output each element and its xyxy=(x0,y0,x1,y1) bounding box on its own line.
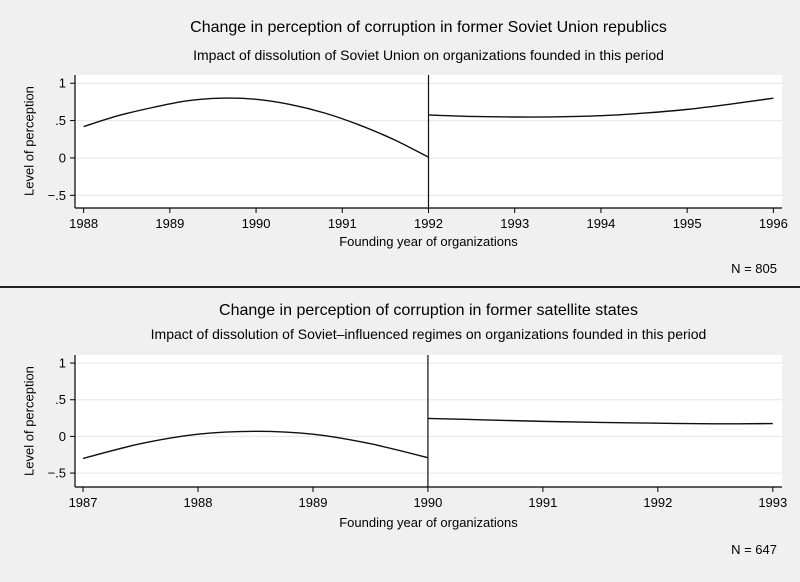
svg-text:1993: 1993 xyxy=(500,216,529,231)
svg-text:1: 1 xyxy=(59,76,66,91)
panel-title: Change in perception of corruption in fo… xyxy=(190,19,667,36)
svg-text:1989: 1989 xyxy=(155,216,184,231)
svg-text:0: 0 xyxy=(59,429,66,444)
svg-text:−.5: −.5 xyxy=(48,188,66,203)
x-axis-label: Founding year of organizations xyxy=(339,515,518,530)
svg-text:1996: 1996 xyxy=(759,216,788,231)
svg-text:1992: 1992 xyxy=(414,216,443,231)
panel-divider xyxy=(0,286,800,288)
panel-subtitle: Impact of dissolution of Soviet–influenc… xyxy=(150,326,707,342)
svg-text:.5: .5 xyxy=(55,113,66,128)
svg-text:1989: 1989 xyxy=(299,495,328,510)
svg-text:−.5: −.5 xyxy=(48,466,66,481)
svg-text:1995: 1995 xyxy=(673,216,702,231)
x-axis-label: Founding year of organizations xyxy=(339,234,518,249)
svg-text:1: 1 xyxy=(59,356,66,371)
svg-text:1990: 1990 xyxy=(242,216,271,231)
panel-subtitle: Impact of dissolution of Soviet Union on… xyxy=(193,47,664,63)
panel-title: Change in perception of corruption in fo… xyxy=(219,302,638,319)
svg-text:1988: 1988 xyxy=(184,495,213,510)
svg-text:1991: 1991 xyxy=(528,495,557,510)
svg-text:1994: 1994 xyxy=(586,216,615,231)
sample-size-note: N = 805 xyxy=(731,261,777,276)
sample-size-note: N = 647 xyxy=(731,542,777,557)
svg-text:1993: 1993 xyxy=(758,495,787,510)
panel-satellite-states: Change in perception of corruption in fo… xyxy=(0,288,800,582)
svg-text:1991: 1991 xyxy=(328,216,357,231)
svg-text:1992: 1992 xyxy=(643,495,672,510)
svg-text:.5: .5 xyxy=(55,392,66,407)
svg-text:0: 0 xyxy=(59,150,66,165)
svg-text:1990: 1990 xyxy=(413,495,442,510)
y-axis-label: Level of perception xyxy=(21,366,37,476)
svg-text:1987: 1987 xyxy=(69,495,98,510)
panel-soviet-union-republics: Change in perception of corruption in fo… xyxy=(0,0,800,286)
svg-text:1988: 1988 xyxy=(69,216,98,231)
y-axis-label: Level of perception xyxy=(21,86,37,196)
